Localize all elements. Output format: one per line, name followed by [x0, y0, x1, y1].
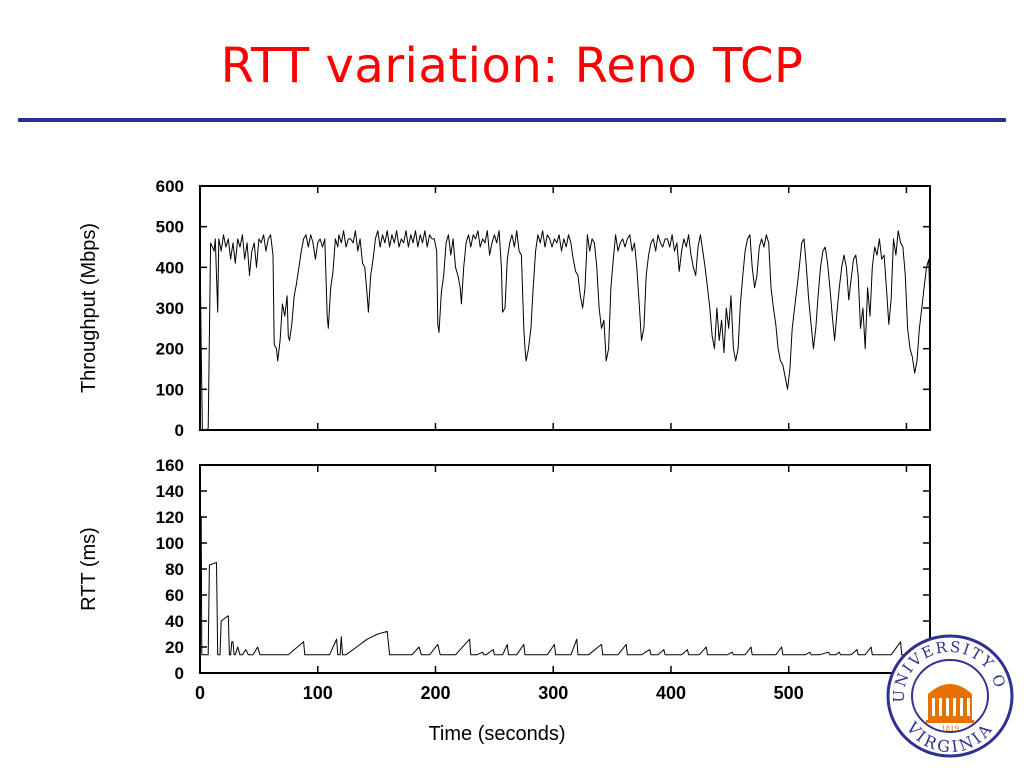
svg-text:1819: 1819 [941, 725, 959, 733]
y-tick-label: 20 [165, 638, 184, 657]
y-axis-label: Throughput (Mbps) [78, 223, 100, 393]
series-line-0 [199, 230, 931, 431]
y-tick-label: 600 [156, 177, 184, 196]
y-tick-label: 140 [156, 482, 184, 501]
y-axis-label: RTT (ms) [78, 527, 100, 611]
x-tick-label: 500 [774, 683, 804, 703]
y-tick-label: 300 [156, 299, 184, 318]
university-seal: UNIVERSITY OF VIRGINIA 1819 [884, 632, 1014, 758]
y-tick-label: 40 [165, 612, 184, 631]
y-tick-label: 160 [156, 456, 184, 475]
y-tick-label: 120 [156, 508, 184, 527]
chart-panel-0: 0 100 200 300 400 500 600 Throughput (Mbps) [78, 177, 931, 440]
y-tick-label: 0 [175, 421, 184, 440]
x-tick-label: 200 [420, 683, 450, 703]
y-tick-label: 100 [156, 380, 184, 399]
x-tick-label: 300 [538, 683, 568, 703]
series-line-0 [200, 516, 931, 656]
y-tick-label: 100 [156, 534, 184, 553]
y-tick-label: 200 [156, 340, 184, 359]
x-tick-label: 0 [195, 683, 205, 703]
chart-panel-1: 0204060801001201401600100200300400500600… [78, 456, 931, 745]
y-tick-label: 0 [175, 664, 184, 683]
seal-icon: UNIVERSITY OF VIRGINIA 1819 [884, 632, 1014, 758]
slide-title: RTT variation: Reno TCP [220, 38, 804, 94]
y-tick-label: 500 [156, 218, 184, 237]
title-rule [18, 118, 1006, 122]
x-axis-label: Time (seconds) [428, 723, 565, 745]
plot-frame [199, 464, 931, 674]
x-tick-label: 100 [303, 683, 333, 703]
plot-frame [199, 185, 931, 431]
y-tick-label: 400 [156, 258, 184, 277]
y-tick-label: 60 [165, 586, 184, 605]
x-tick-label: 400 [656, 683, 686, 703]
y-tick-label: 80 [165, 560, 184, 579]
